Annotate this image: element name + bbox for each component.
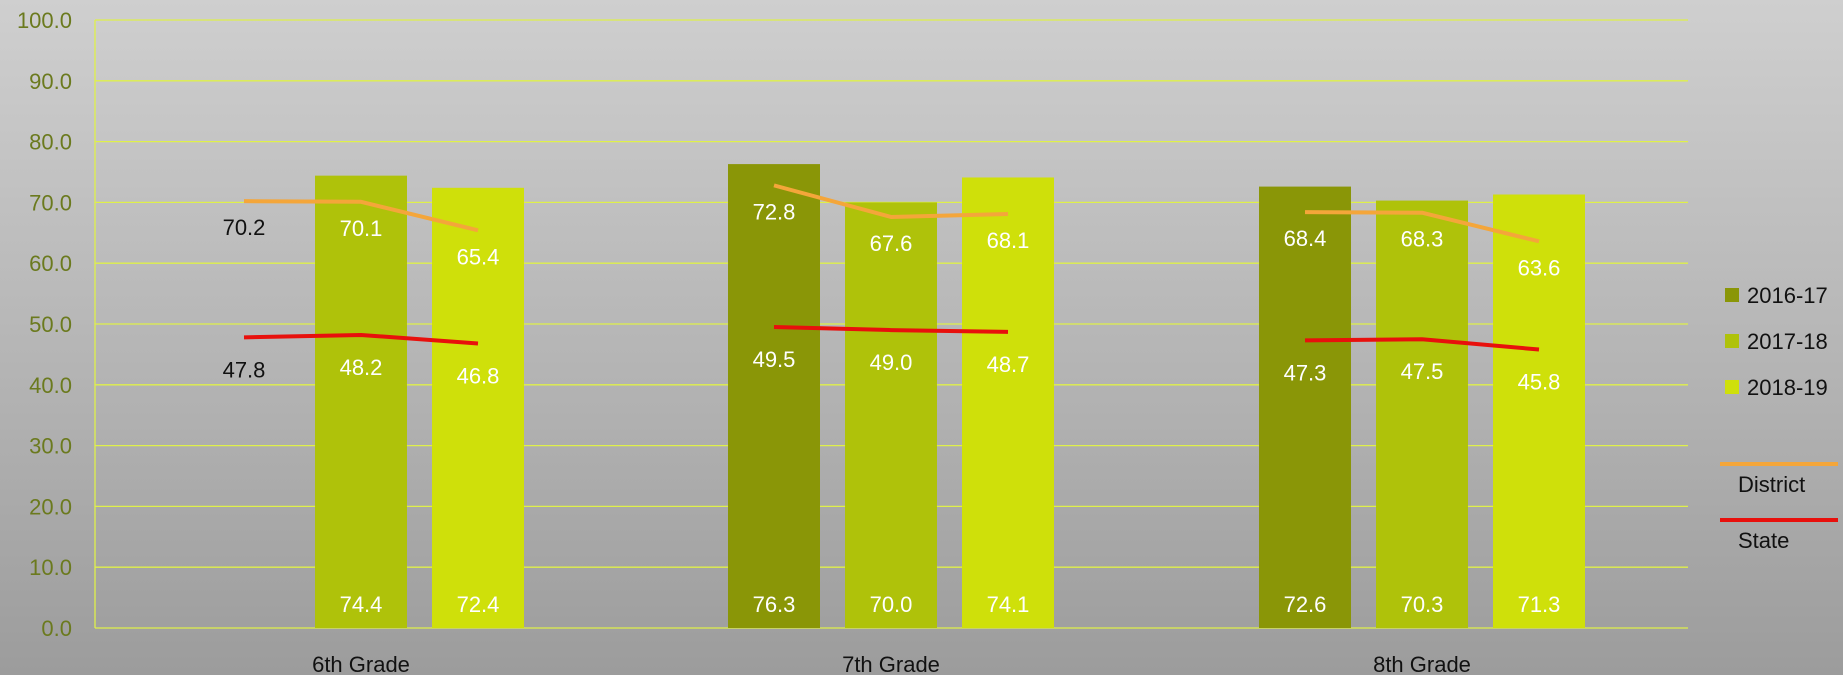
bar [315,175,407,628]
district-value-label: 67.6 [870,231,913,256]
state-value-label: 48.2 [340,355,383,380]
state-value-label: 46.8 [457,363,500,388]
bar-value-label: 70.3 [1401,592,1444,617]
bar-value-label: 71.3 [1518,592,1561,617]
district-value-label: 63.6 [1518,255,1561,280]
district-value-label: 68.1 [987,228,1030,253]
state-line [1304,337,1540,352]
district-value-label: 68.4 [1284,226,1327,251]
y-tick-label: 70.0 [29,190,72,215]
state-value-label: 47.5 [1401,359,1444,384]
bar [1259,186,1351,629]
state-line [773,325,1009,334]
legend-label: 2017-18 [1747,329,1828,354]
bar-value-label: 72.4 [457,592,500,617]
state-value-label: 47.3 [1284,360,1327,385]
y-tick-label: 0.0 [41,616,72,641]
x-tick-label: 8th Grade [1373,652,1471,675]
state-line [243,332,479,346]
y-tick-label: 40.0 [29,373,72,398]
district-line [773,183,1009,219]
district-value-label: 70.2 [223,215,266,240]
y-tick-label: 50.0 [29,312,72,337]
legend-label: 2018-19 [1747,375,1828,400]
bar [432,187,524,629]
state-value-label: 49.0 [870,350,913,375]
bar [1493,194,1585,628]
legend-swatch [1725,334,1739,348]
bar-value-label: 74.4 [340,592,383,617]
x-tick-label: 7th Grade [842,652,940,675]
legend-label: District [1738,472,1805,497]
bar-value-label: 70.0 [870,592,913,617]
x-axis: 6th Grade 7th Grade 8th Grade [312,652,1471,675]
legend-label: State [1738,528,1789,553]
bars [315,164,1585,629]
legend-label: 2016-17 [1747,283,1828,308]
y-tick-label: 30.0 [29,434,72,459]
y-tick-label: 10.0 [29,555,72,580]
state-value-label: 45.8 [1518,370,1561,395]
bar-value-label: 72.6 [1284,592,1327,617]
district-value-label: 65.4 [457,244,500,269]
bar [845,202,937,628]
bar-value-label: 74.1 [987,592,1030,617]
y-tick-label: 80.0 [29,130,72,155]
bar-value-label: 76.3 [753,592,796,617]
bar [728,164,820,628]
district-line [1304,210,1540,244]
x-tick-label: 6th Grade [312,652,410,675]
legend-swatch [1725,288,1739,302]
district-value-label: 70.1 [340,216,383,241]
state-value-label: 48.7 [987,352,1030,377]
state-value-label: 47.8 [223,357,266,382]
data-labels: 76.3 72.6 74.4 70.0 70.3 72.4 74.1 71.3 70.2 70.1… [223,199,1561,617]
bar [962,177,1054,629]
y-tick-label: 20.0 [29,494,72,519]
trend-lines [243,183,1540,352]
y-tick-label: 90.0 [29,69,72,94]
y-tick-label: 100.0 [17,8,72,33]
bar [1376,200,1468,629]
y-axis: 0.0 10.0 20.0 30.0 40.0 50.0 60.0 70.0 80.0 90.0 1… [17,8,72,641]
district-value-label: 72.8 [753,199,796,224]
legend-swatch [1725,380,1739,394]
state-value-label: 49.5 [753,347,796,372]
district-line [243,199,479,233]
legend: 2016-17 2017-18 2018-19 District State [1720,283,1838,553]
district-value-label: 68.3 [1401,227,1444,252]
y-tick-label: 60.0 [29,251,72,276]
